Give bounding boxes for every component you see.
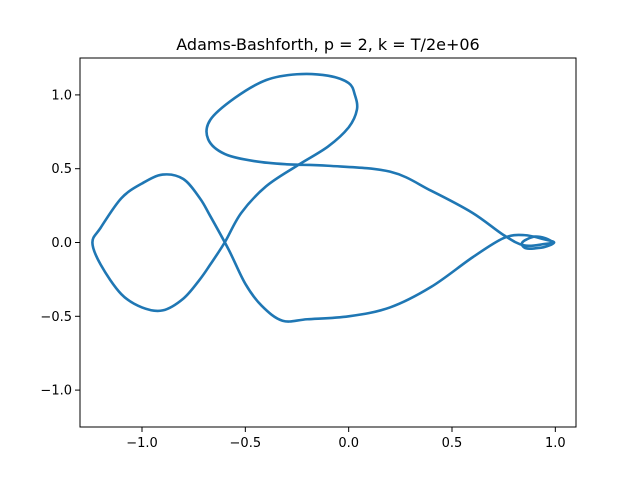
x-tick-label: −1.0 [126, 436, 158, 451]
x-tick-label: 1.0 [545, 436, 566, 451]
y-tick-label: −1.0 [40, 384, 72, 399]
x-tick-label: 0.5 [442, 436, 463, 451]
x-tick-label: 0.0 [338, 436, 359, 451]
x-tick-label: −0.5 [230, 436, 262, 451]
y-tick-label: 0.0 [51, 236, 72, 251]
y-tick-label: −0.5 [40, 310, 72, 325]
x-axis: −1.0 −0.5 0.0 0.5 1.0 [126, 427, 566, 451]
y-axis: −1.0 −0.5 0.0 0.5 1.0 [40, 88, 80, 399]
chart-title: Adams-Bashforth, p = 2, k = T/2e+06 [176, 35, 479, 54]
orbit-line [91, 72, 556, 323]
plot-area [79, 57, 577, 428]
y-tick-label: 0.5 [51, 162, 72, 177]
y-tick-label: 1.0 [51, 88, 72, 103]
